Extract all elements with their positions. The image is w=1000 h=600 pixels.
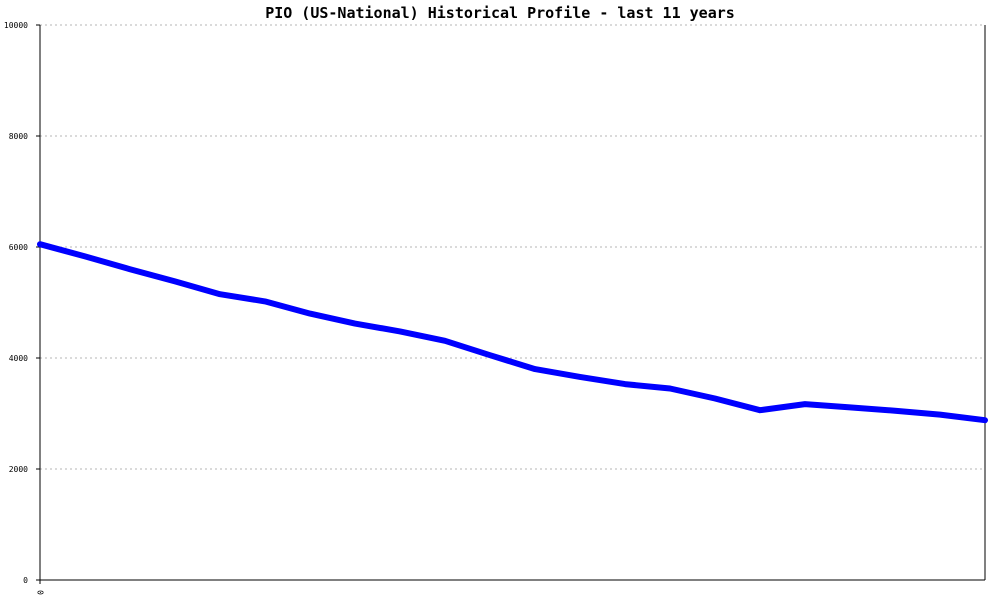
x-tick-label: 0: [37, 590, 46, 595]
y-tick-label: 10000: [4, 21, 28, 30]
grid-lines: [40, 24, 985, 470]
y-tick-label: 6000: [9, 243, 28, 252]
series-layer: [37, 241, 988, 424]
series-line: [37, 241, 988, 424]
axes: [36, 24, 986, 584]
y-tick-label: 0: [23, 576, 28, 585]
y-tick-label: 2000: [9, 465, 28, 474]
y-tick-label: 8000: [9, 132, 28, 141]
chart-title: PIO (US-National) Historical Profile - l…: [265, 4, 735, 22]
tick-labels: 0 2000 4000 6000 8000 10000 0: [4, 21, 46, 595]
y-tick-label: 4000: [9, 354, 28, 363]
